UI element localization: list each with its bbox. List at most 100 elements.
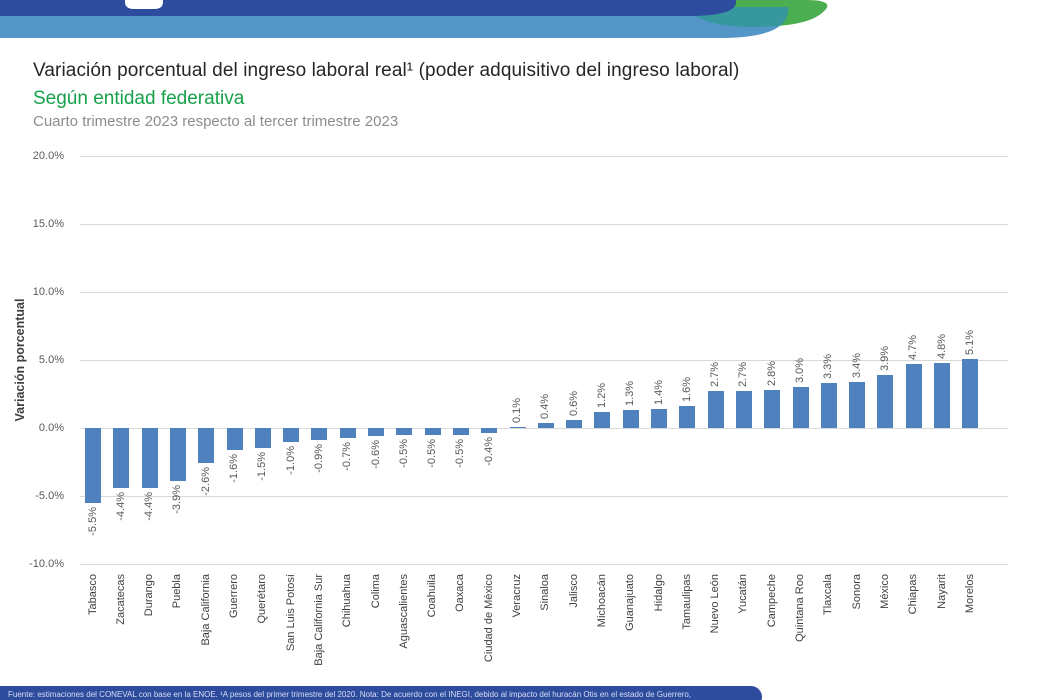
bar bbox=[849, 381, 866, 428]
x-axis-label: Quintana Roo bbox=[794, 574, 806, 642]
bar-value-label: -0.9% bbox=[312, 444, 325, 473]
bar bbox=[339, 428, 356, 438]
bar-value-label: 2.7% bbox=[737, 362, 750, 388]
bar-value-label: -0.4% bbox=[482, 437, 495, 467]
bar bbox=[735, 391, 752, 428]
bar-value-label: -1.5% bbox=[256, 452, 269, 482]
chart-period-label: Cuarto trimestre 2023 respecto al tercer… bbox=[33, 113, 399, 130]
bar-value-label: -4.4% bbox=[114, 491, 127, 521]
x-axis-label: Chihuahua bbox=[341, 574, 354, 628]
bar-value-label: 3.9% bbox=[878, 345, 891, 371]
bar bbox=[481, 428, 498, 434]
bar bbox=[792, 387, 809, 428]
chart-subtitle: Según entidad federativa bbox=[33, 88, 245, 109]
gridline bbox=[80, 291, 1008, 293]
bar bbox=[764, 389, 781, 428]
gridline bbox=[80, 155, 1008, 157]
x-axis-label: Baja California bbox=[199, 574, 212, 646]
bar-value-label: 0.1% bbox=[511, 397, 523, 423]
bar-value-label: -4.4% bbox=[143, 491, 156, 521]
y-tick-label: 10.0% bbox=[32, 286, 64, 298]
bar bbox=[934, 362, 950, 428]
footer-bar: Fuente: estimaciones del CONEVAL con bas… bbox=[0, 686, 762, 700]
y-tick-label: 20.0% bbox=[32, 150, 64, 162]
x-axis-label: Sinaloa bbox=[539, 574, 552, 611]
x-axis-label: Yucatán bbox=[737, 574, 750, 614]
bar bbox=[622, 410, 639, 428]
x-axis-label: Ciudad de México bbox=[482, 574, 495, 663]
bar bbox=[537, 422, 554, 428]
x-axis-label: Hidalgo bbox=[652, 574, 665, 612]
x-axis-label: Nuevo León bbox=[709, 574, 722, 634]
x-axis-label: Coahuila bbox=[426, 574, 439, 618]
x-axis-label: Baja California Sur bbox=[312, 574, 325, 666]
bar bbox=[311, 428, 328, 441]
bar-value-label: 2.7% bbox=[709, 362, 722, 388]
y-tick-label: -5.0% bbox=[35, 490, 64, 502]
x-axis-label: Tamaulipas bbox=[680, 574, 693, 630]
bar bbox=[113, 428, 130, 488]
bar-value-label: 1.3% bbox=[624, 381, 637, 407]
bar-value-label: 4.7% bbox=[907, 335, 920, 361]
bar bbox=[141, 428, 158, 488]
bar-value-label: -0.5% bbox=[454, 438, 467, 468]
bar bbox=[283, 428, 300, 442]
bar-value-label: 3.3% bbox=[822, 354, 835, 380]
x-axis-label: Aguascalientes bbox=[397, 574, 410, 649]
x-axis-label: Colima bbox=[369, 574, 382, 609]
bar bbox=[254, 428, 271, 449]
x-axis-label: Oaxaca bbox=[454, 574, 467, 612]
bar-value-label: 1.4% bbox=[652, 379, 665, 405]
x-axis-label: Chiapas bbox=[907, 574, 920, 615]
bar-value-label: -1.6% bbox=[228, 453, 240, 483]
bar bbox=[169, 428, 186, 482]
bar bbox=[85, 428, 101, 503]
bar bbox=[877, 374, 894, 428]
gridline bbox=[80, 427, 1008, 429]
bar-value-label: -5.5% bbox=[86, 506, 99, 536]
header-banner bbox=[0, 0, 828, 38]
x-axis-label: Campeche bbox=[765, 574, 778, 628]
x-axis-label: Zacatecas bbox=[114, 574, 127, 625]
bar bbox=[679, 406, 696, 428]
chart-title: Variación porcentual del ingreso laboral… bbox=[33, 60, 740, 81]
x-axis-label: Morelos bbox=[963, 574, 976, 614]
bar-value-label: 1.6% bbox=[680, 377, 693, 403]
x-axis-label: Veracruz bbox=[511, 574, 523, 618]
bar-value-label: -2.6% bbox=[199, 467, 212, 497]
gridline bbox=[80, 495, 1008, 497]
bar bbox=[509, 426, 526, 428]
x-axis-label: Guanajuato bbox=[624, 574, 637, 631]
bar bbox=[962, 358, 979, 428]
bar bbox=[226, 428, 243, 450]
bar bbox=[424, 428, 441, 435]
bar bbox=[368, 428, 384, 437]
bar-value-label: -3.9% bbox=[171, 485, 184, 514]
bar-value-label: -0.6% bbox=[369, 440, 382, 469]
bar-value-label: -0.7% bbox=[341, 441, 354, 471]
x-axis-label: Tlaxcala bbox=[822, 574, 835, 615]
x-axis-label: Jalisco bbox=[567, 574, 580, 608]
x-axis-label: Nayarit bbox=[935, 574, 948, 609]
bar bbox=[707, 391, 724, 428]
bar-value-label: 0.4% bbox=[539, 393, 552, 419]
bar bbox=[452, 428, 469, 435]
y-tick-label: 15.0% bbox=[32, 218, 64, 230]
gridline bbox=[80, 359, 1008, 361]
y-tick-label: 0.0% bbox=[38, 422, 64, 434]
bar-value-label: -0.5% bbox=[397, 438, 410, 468]
bar-value-label: 5.1% bbox=[963, 329, 976, 355]
bar-value-label: 4.8% bbox=[935, 333, 948, 359]
bar bbox=[905, 364, 922, 428]
x-axis-label: San Luis Potosí bbox=[284, 574, 297, 652]
bar bbox=[198, 428, 215, 464]
gridline bbox=[80, 563, 1008, 565]
x-axis-label: Sonora bbox=[850, 574, 863, 610]
bar bbox=[651, 408, 667, 428]
y-tick-label: 5.0% bbox=[38, 354, 64, 366]
x-axis-label: Guerrero bbox=[228, 574, 240, 619]
gridline bbox=[80, 223, 1008, 225]
x-axis-label: Durango bbox=[143, 574, 156, 617]
